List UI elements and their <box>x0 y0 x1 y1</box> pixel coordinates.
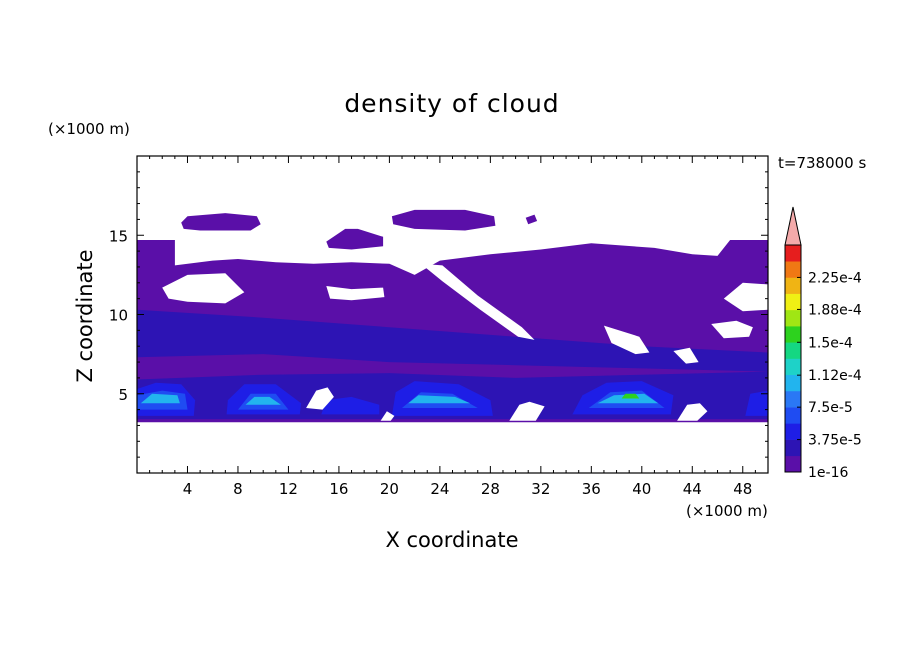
colorbar-label: 1.12e-4 <box>808 368 862 384</box>
contour-region-core-6 <box>745 390 768 416</box>
contour-region-layer-7-12km <box>137 309 768 372</box>
colorbar-extend-arrow <box>784 206 802 246</box>
colorbar-swatch <box>785 455 801 473</box>
x-unit-label: (×1000 m) <box>686 502 768 520</box>
contour-gap-right-2 <box>711 320 753 339</box>
x-tick-label: 20 <box>380 480 399 498</box>
colorbar-swatch <box>785 358 801 376</box>
colorbar-swatch <box>785 326 801 343</box>
contour-region-cloud-puff-top <box>391 209 496 231</box>
x-tick-label: 4 <box>183 480 193 498</box>
colorbar-swatch <box>785 245 801 262</box>
x-tick-label: 48 <box>733 480 752 498</box>
contour-gap-mid-right-1 <box>603 325 650 355</box>
y-tick-label: 10 <box>109 307 128 325</box>
y-unit-label: (×1000 m) <box>48 120 130 138</box>
colorbar-label: 1e-16 <box>808 465 848 481</box>
cloud-free-gaps <box>162 263 768 421</box>
colorbar-swatch <box>785 261 801 278</box>
cloud-density-regions <box>137 209 768 423</box>
contour-gap-low-3 <box>677 403 708 421</box>
contour-gap-mid-right-2 <box>673 347 699 364</box>
contour-gap-right-1 <box>723 282 768 312</box>
x-tick-label: 12 <box>279 480 298 498</box>
colorbar-swatch <box>785 277 801 294</box>
contour-region-cloud-puff-left <box>181 213 261 231</box>
colorbar-label: 3.75e-5 <box>808 433 862 449</box>
x-tick-label: 32 <box>531 480 550 498</box>
colorbar-label: 7.5e-5 <box>808 400 853 416</box>
y-axis: 5 10 15 <box>109 171 768 458</box>
contour-gap-upper-mid <box>326 286 385 301</box>
x-tick-label: 44 <box>683 480 702 498</box>
x-tick-label: 8 <box>233 480 243 498</box>
contour-region-core-2-peak <box>245 396 281 405</box>
time-label: t=738000 s <box>778 154 866 172</box>
contour-region-core-1-peak <box>140 393 180 404</box>
colorbar-label: 1.5e-4 <box>808 335 853 351</box>
contour-gap-low-2 <box>509 401 545 421</box>
contour-region-core-5-peak <box>597 393 659 404</box>
contour-gap-low-1 <box>306 387 334 410</box>
x-tick-label: 16 <box>329 480 348 498</box>
y-tick-label: 5 <box>118 386 128 404</box>
colorbar-swatch <box>785 342 801 359</box>
colorbar-swatch <box>785 374 801 392</box>
x-tick-label: 28 <box>481 480 500 498</box>
colorbar-frame <box>784 244 802 473</box>
colorbar: 1e-16 3.75e-5 7.5e-5 1.12e-4 1.5e-4 1.88e-4 2.… <box>784 206 862 481</box>
colorbar-swatch <box>785 390 801 408</box>
colorbar-swatch <box>785 407 801 424</box>
contour-region-core-3 <box>321 396 380 415</box>
x-tick-label: 36 <box>582 480 601 498</box>
chart-title: density of cloud <box>344 89 559 118</box>
contour-region-core-4-peak <box>408 395 471 404</box>
y-axis-label: Z coordinate <box>73 249 97 382</box>
colorbar-swatch <box>785 309 801 327</box>
contour-gap-low-4 <box>380 411 395 421</box>
x-axis: 4 8 12 16 20 24 28 32 36 40 44 48 <box>149 156 756 498</box>
colorbar-swatch <box>785 439 801 457</box>
y-tick-label: 15 <box>109 227 128 245</box>
x-axis-label: X coordinate <box>385 528 518 552</box>
contour-gap-upper-left <box>162 273 245 304</box>
x-tick-label: 40 <box>632 480 651 498</box>
colorbar-label: 1.88e-4 <box>808 302 862 318</box>
colorbar-swatch <box>785 293 801 311</box>
contour-region-cloud-speck <box>525 214 538 225</box>
colorbar-label: 2.25e-4 <box>808 270 862 286</box>
colorbar-swatch <box>785 423 801 440</box>
x-tick-label: 24 <box>430 480 449 498</box>
contour-region-core-5-max <box>621 393 640 399</box>
plot-area <box>137 209 768 423</box>
contour-region-cloud-puff-mid <box>326 228 384 250</box>
contour-gap-diagonal <box>420 263 535 340</box>
